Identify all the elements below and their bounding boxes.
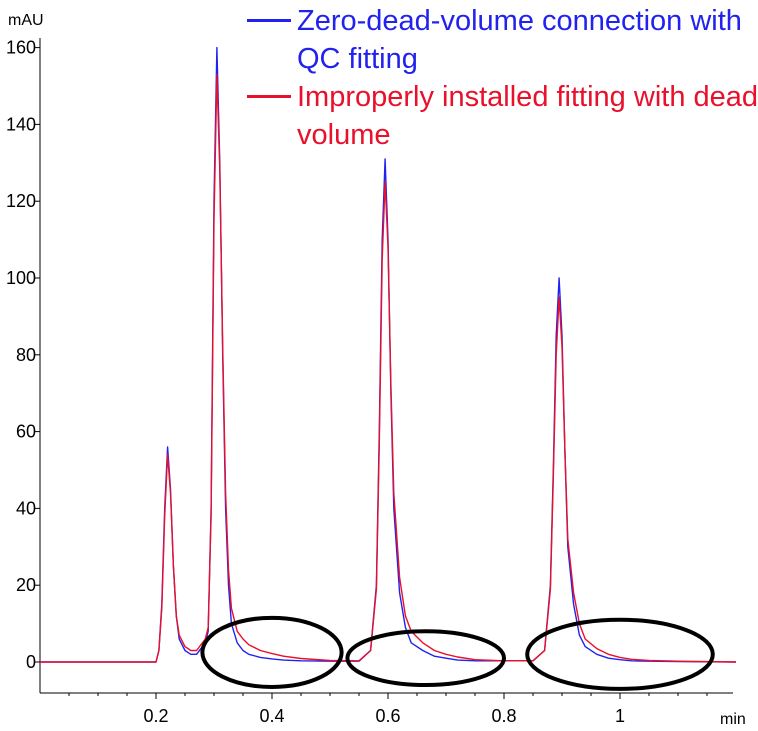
legend-label-dead-volume: Improperly installed fitting with dead v… [297, 81, 758, 151]
x-axis-unit-label: min [720, 711, 746, 728]
legend-entry-qc-fitting: Zero-dead-volume connection with QC fitt… [245, 2, 758, 78]
y-tick-label: 160 [6, 38, 36, 58]
x-tick-label: 0.6 [375, 706, 400, 726]
legend-swatch-blue-line [247, 19, 291, 22]
x-tick-label: 0.8 [491, 706, 516, 726]
annotation-layer [200, 615, 715, 691]
series-layer [40, 46, 737, 663]
chart-legend: Zero-dead-volume connection with QC fitt… [245, 2, 758, 154]
y-tick-label: 60 [16, 422, 36, 442]
x-tick-label: 1 [615, 706, 625, 726]
y-axis: 0 20 40 60 80 100 120 140 160 [6, 38, 41, 693]
tailing-highlight-ellipse-1 [200, 615, 344, 689]
x-axis: 0.2 0.4 0.6 0.8 1 [40, 692, 733, 726]
y-tick-label: 80 [16, 345, 36, 365]
tailing-highlight-ellipse-3 [525, 617, 715, 691]
y-tick-label: 40 [16, 498, 36, 518]
x-tick-label: 0.2 [143, 706, 168, 726]
y-axis-unit-label: mAU [8, 12, 44, 29]
series-line-dead-volume [40, 73, 737, 663]
legend-swatch-red-line [247, 95, 291, 98]
y-tick-label: 20 [16, 575, 36, 595]
legend-entry-dead-volume: Improperly installed fitting with dead v… [245, 78, 758, 154]
y-tick-label: 0 [26, 652, 36, 672]
x-tick-label: 0.4 [259, 706, 284, 726]
y-tick-label: 120 [6, 191, 36, 211]
tailing-highlight-ellipse-2 [345, 629, 507, 688]
legend-label-qc-fitting: Zero-dead-volume connection with QC fitt… [297, 5, 742, 75]
y-tick-label: 140 [6, 114, 36, 134]
y-tick-label: 100 [6, 268, 36, 288]
